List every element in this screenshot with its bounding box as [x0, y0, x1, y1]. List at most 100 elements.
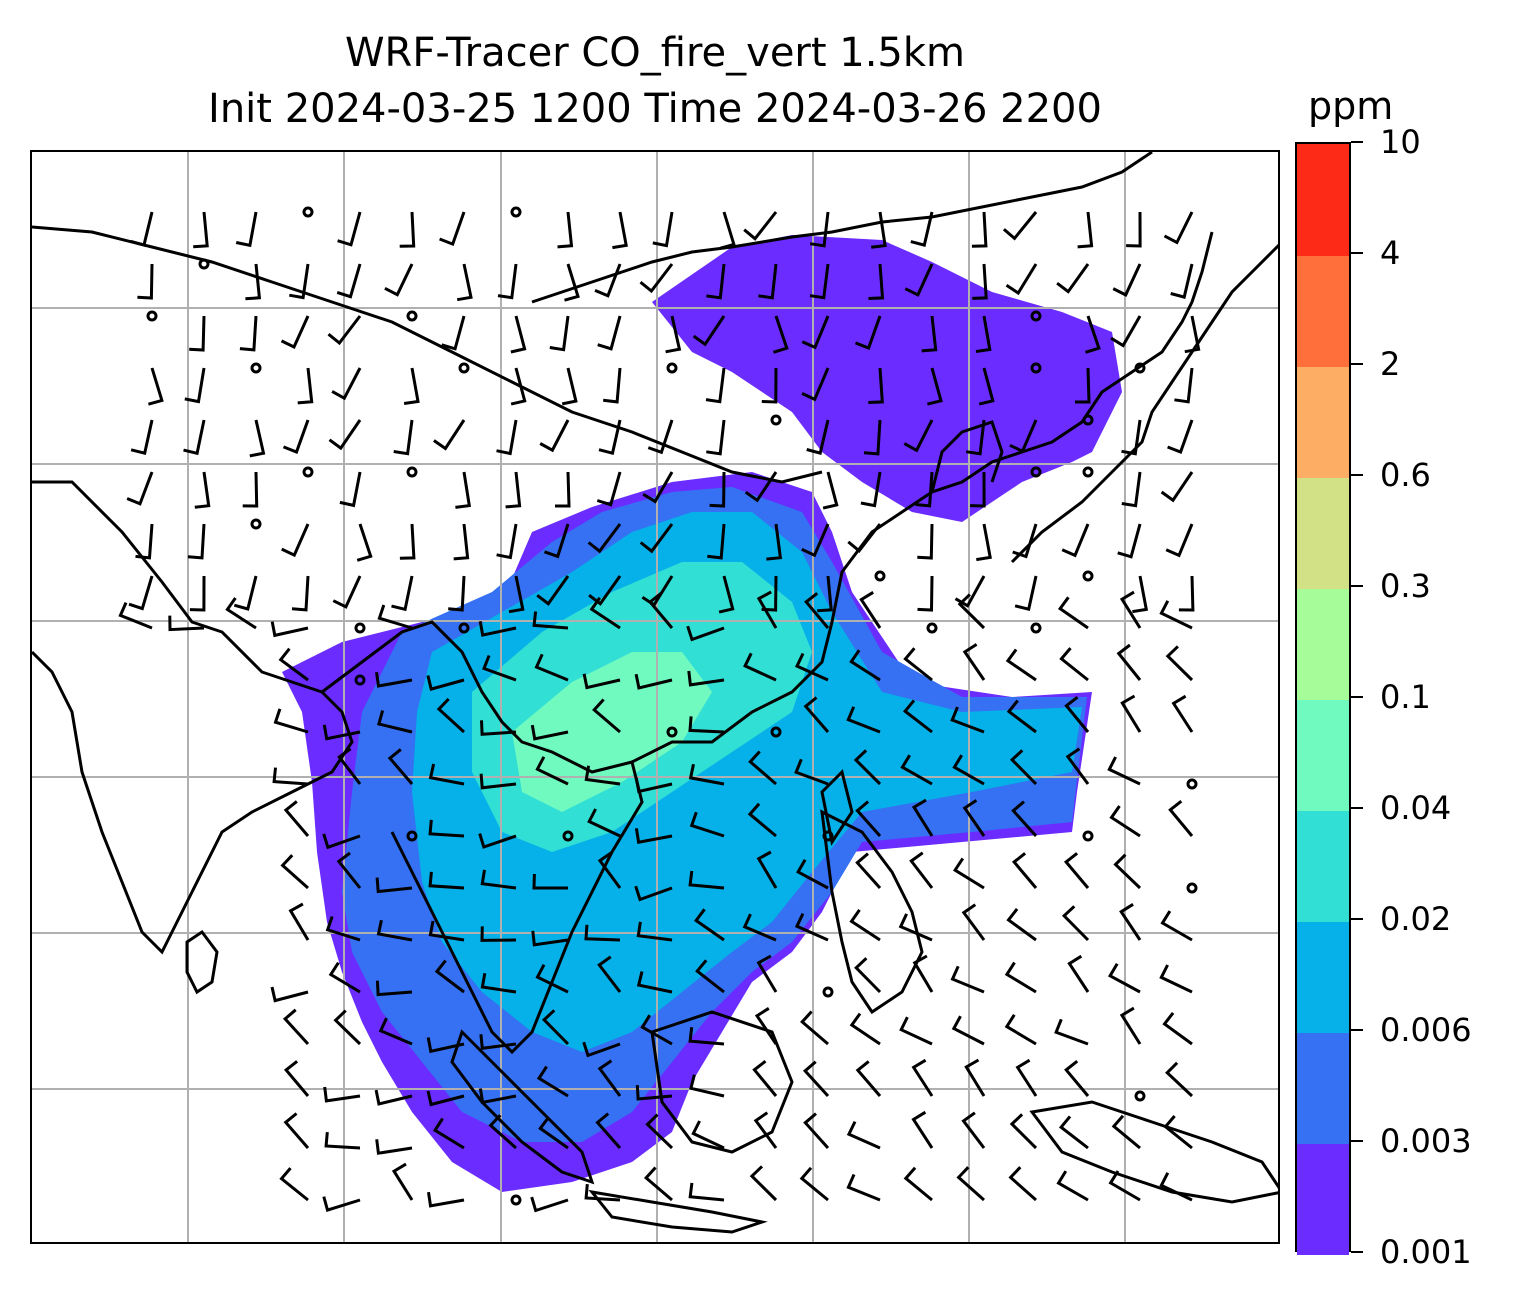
coastline-java: [588, 1189, 768, 1234]
calm-wind-marker: [510, 1194, 522, 1206]
gridlines: [32, 152, 1278, 1242]
wind-barb: [332, 575, 362, 609]
calm-wind-marker: [250, 362, 262, 374]
wind-barb: [479, 1034, 517, 1050]
colorbar-tick: [1351, 474, 1363, 476]
wind-barb: [428, 920, 465, 942]
wind-barb: [859, 591, 882, 629]
wind-barb: [761, 367, 778, 404]
colorbar-tick-label: 2: [1380, 345, 1401, 383]
calm-wind-marker: [458, 362, 470, 374]
wind-barb: [917, 523, 934, 560]
wind-barb: [1132, 575, 1149, 614]
calm-wind-marker: [822, 986, 834, 998]
wind-barb: [1004, 1013, 1037, 1046]
calm-wind-marker: [926, 622, 938, 634]
colorbar-tick: [1351, 918, 1363, 920]
wind-barb: [1012, 523, 1038, 559]
wind-barbs: [118, 206, 1201, 1213]
calm-wind-marker: [1134, 362, 1146, 374]
calm-wind-marker: [1186, 778, 1198, 790]
wind-barb: [640, 1014, 673, 1046]
colorbar-tick: [1351, 585, 1363, 587]
wind-barb: [480, 926, 517, 942]
wind-barb: [1006, 699, 1037, 734]
wind-barb: [952, 754, 985, 786]
wind-barb: [538, 1116, 569, 1150]
calm-wind-marker: [250, 518, 262, 530]
wind-barb: [900, 754, 933, 786]
wind-barb: [393, 419, 414, 456]
wind-barb: [297, 367, 314, 405]
wind-barb: [855, 1060, 882, 1097]
wind-barb: [976, 523, 992, 562]
wind-barb: [189, 315, 206, 352]
tracer-fill-low-north: [652, 235, 1122, 522]
wind-barb: [634, 885, 673, 902]
wind-barb: [803, 1112, 830, 1150]
wind-barb: [847, 523, 882, 553]
wind-barb: [645, 1113, 674, 1150]
wind-barb: [597, 1059, 622, 1097]
calm-wind-marker: [666, 726, 678, 738]
wind-barb: [384, 263, 414, 297]
wind-barb: [1174, 367, 1194, 404]
colorbar-segment: [1297, 255, 1349, 367]
wind-barb: [961, 903, 986, 941]
wind-barb: [453, 523, 470, 561]
wind-barb: [128, 575, 154, 611]
wind-barb: [692, 315, 726, 347]
wind-barb: [184, 367, 206, 404]
wind-barb: [225, 597, 257, 630]
map-title-line-2: Init 2024-03-25 1200 Time 2024-03-26 220…: [208, 86, 1102, 132]
wind-barb: [375, 1139, 413, 1155]
wind-barb: [242, 471, 259, 508]
wind-barb: [531, 930, 569, 947]
wind-barb: [1159, 1172, 1193, 1202]
wind-barb: [742, 913, 777, 942]
map-panel: [30, 150, 1280, 1244]
wind-barb: [706, 419, 726, 456]
colorbar-segment: [1297, 699, 1349, 811]
wind-barb: [639, 523, 674, 554]
wind-barb: [794, 758, 829, 786]
calm-wind-marker: [874, 570, 886, 582]
wind-barb: [496, 419, 518, 456]
wind-barb: [539, 419, 570, 453]
wind-barb: [1171, 694, 1194, 733]
wind-barb: [272, 767, 309, 786]
wind-barb: [1119, 1006, 1142, 1045]
wind-barb: [478, 621, 517, 637]
wind-barb: [387, 748, 414, 785]
wind-barb: [1059, 647, 1089, 682]
wind-barb: [278, 647, 309, 682]
wind-barb: [480, 720, 517, 736]
calm-wind-marker: [198, 258, 210, 270]
wind-barb: [235, 211, 258, 248]
wind-barb: [126, 471, 154, 506]
wind-barb: [391, 575, 414, 612]
wind-barb: [333, 1009, 362, 1046]
wind-barb: [965, 419, 986, 456]
wind-barb: [718, 575, 735, 614]
wind-barb: [1160, 910, 1193, 942]
wind-barb: [971, 211, 988, 248]
calm-wind-marker: [406, 310, 418, 322]
wind-barb: [636, 921, 673, 942]
wind-barb: [273, 708, 309, 734]
wind-barb: [564, 263, 580, 302]
wind-barb: [956, 1166, 985, 1202]
wind-barb: [903, 419, 934, 453]
wind-barb: [130, 419, 154, 456]
wind-barb: [1110, 315, 1142, 348]
coastline-russia: [531, 152, 1153, 304]
wind-barb: [743, 652, 777, 682]
wind-barb: [510, 315, 527, 354]
wind-barb: [1159, 600, 1193, 630]
calm-wind-marker: [770, 726, 782, 738]
wind-barb: [1077, 211, 1094, 249]
wind-barb: [689, 1074, 725, 1098]
wind-barb: [592, 698, 621, 734]
wind-barb: [1119, 590, 1142, 629]
wind-barb: [860, 471, 882, 508]
